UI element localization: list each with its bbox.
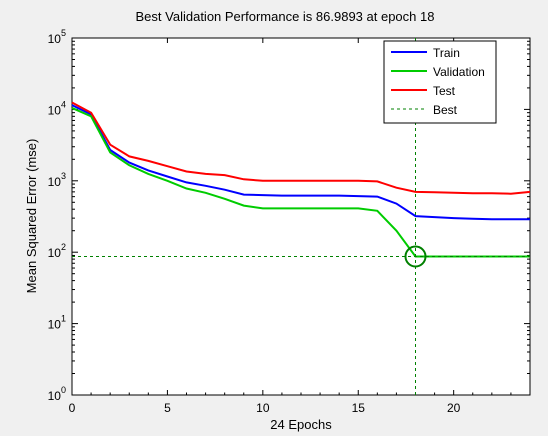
legend-label-test: Test	[433, 84, 456, 98]
y-tick-exponent: 4	[61, 99, 66, 109]
chart-title: Best Validation Performance is 86.9893 a…	[136, 9, 435, 24]
y-tick-base: 10	[48, 103, 62, 117]
x-tick-label: 0	[69, 401, 76, 415]
y-tick-base: 10	[48, 32, 62, 46]
y-tick-exponent: 2	[61, 242, 66, 252]
y-tick-exponent: 3	[61, 171, 66, 181]
x-tick-label: 20	[447, 401, 461, 415]
x-tick-label: 10	[256, 401, 270, 415]
y-tick-base: 10	[48, 246, 62, 260]
y-tick-exponent: 5	[61, 28, 66, 38]
y-tick-base: 10	[48, 318, 62, 332]
y-tick-base: 10	[48, 389, 62, 403]
y-axis-label: Mean Squared Error (mse)	[24, 139, 39, 294]
legend: Train Validation Test Best	[384, 41, 496, 123]
x-tick-label: 5	[164, 401, 171, 415]
y-tick-exponent: 1	[61, 314, 66, 324]
legend-label-best: Best	[433, 103, 458, 117]
y-tick-base: 10	[48, 175, 62, 189]
y-tick-exponent: 0	[61, 385, 66, 395]
x-axis-label: 24 Epochs	[270, 417, 332, 432]
x-tick-label: 15	[352, 401, 366, 415]
legend-label-train: Train	[433, 46, 460, 60]
legend-label-validation: Validation	[433, 65, 485, 79]
